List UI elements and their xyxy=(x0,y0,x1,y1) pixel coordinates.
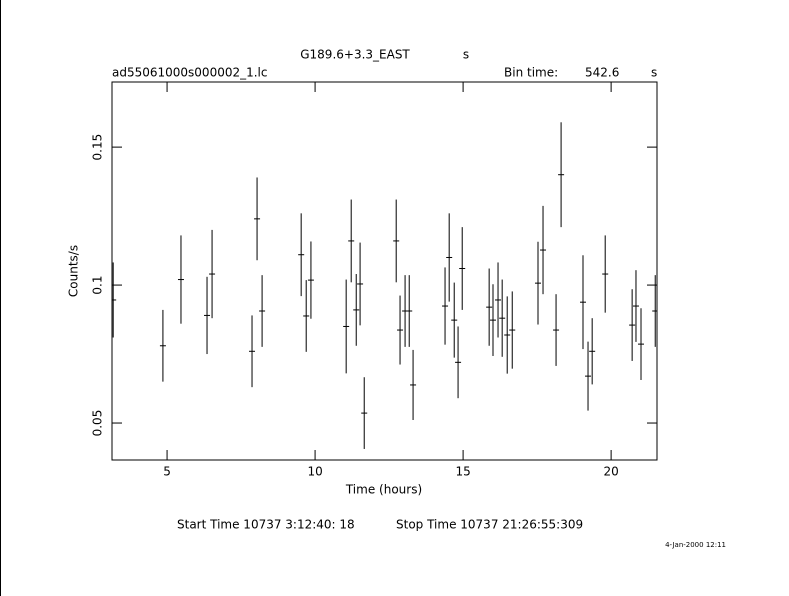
x-tick-label: 10 xyxy=(307,465,322,479)
x-tick-label: 20 xyxy=(603,465,618,479)
chart-title: G189.6+3.3_EAST xyxy=(300,48,410,62)
title-unit: s xyxy=(463,48,469,62)
date-stamp: 4-Jan-2000 12:11 xyxy=(665,541,726,549)
y-axis-label: Counts/s xyxy=(67,245,81,297)
bin-time: 542.6 xyxy=(585,66,619,80)
stop-time: Stop Time 10737 21:26:55:309 xyxy=(396,518,583,532)
y-tick-label: 0.15 xyxy=(91,134,105,161)
bin-time-label: Bin time: xyxy=(504,66,558,80)
plot-frame xyxy=(111,81,658,461)
bin-time-unit: s xyxy=(651,66,657,80)
y-tick-label: 0.05 xyxy=(91,410,105,437)
start-time: Start Time 10737 3:12:40: 18 xyxy=(177,518,355,532)
x-tick-label: 15 xyxy=(455,465,470,479)
file-name: ad55061000s000002_1.lc xyxy=(112,66,268,80)
x-tick-label: 5 xyxy=(163,465,171,479)
y-tick-label: 0.1 xyxy=(91,276,105,295)
x-axis-label: Time (hours) xyxy=(345,483,422,497)
